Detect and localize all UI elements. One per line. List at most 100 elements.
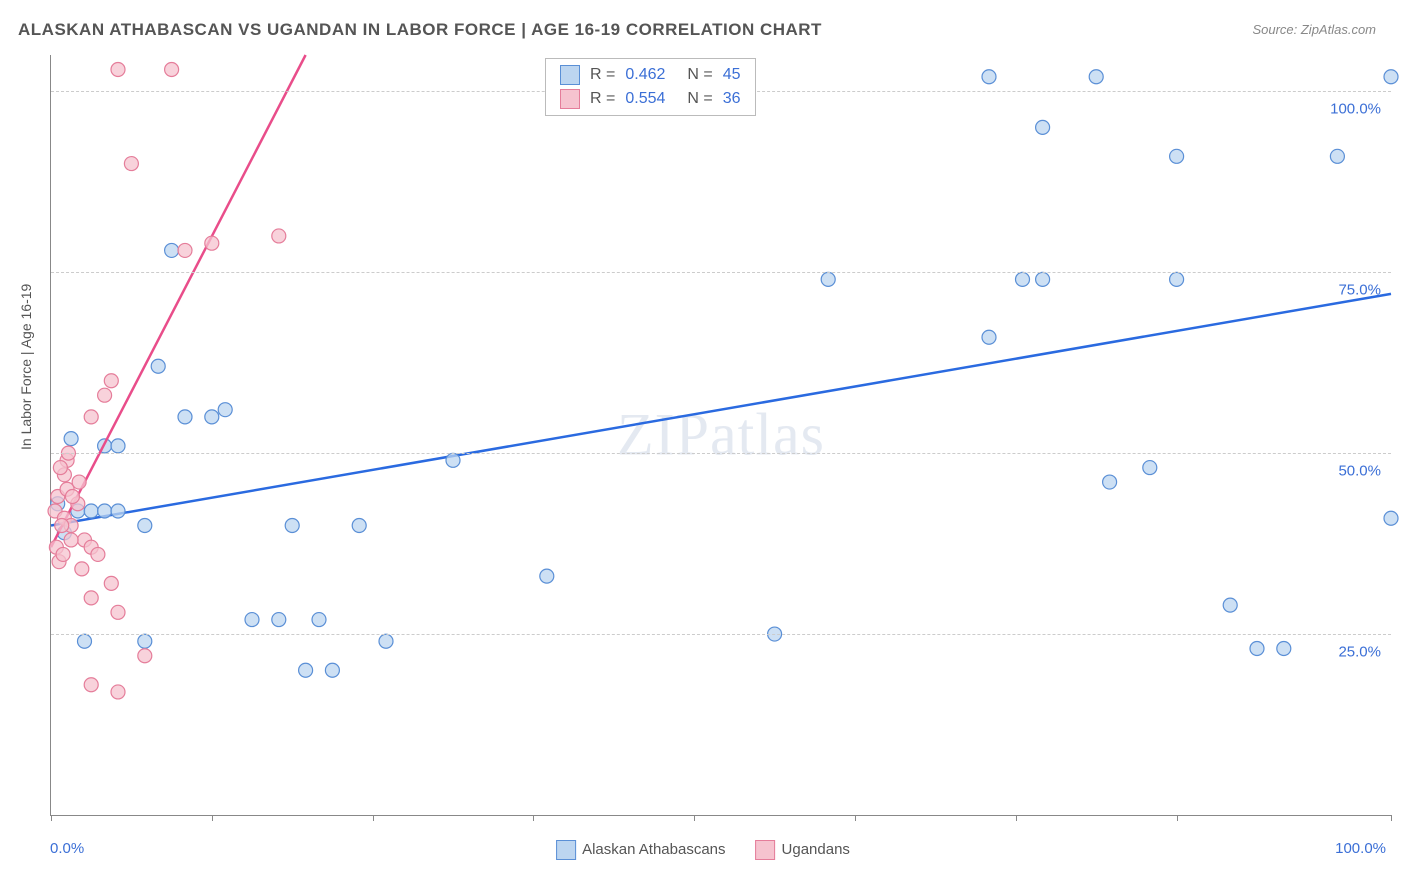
data-point: [540, 569, 554, 583]
data-point: [55, 518, 69, 532]
source-label: Source: ZipAtlas.com: [1252, 22, 1376, 37]
data-point: [1330, 149, 1344, 163]
data-point: [1384, 70, 1398, 84]
data-point: [138, 649, 152, 663]
data-point: [821, 272, 835, 286]
data-point: [111, 605, 125, 619]
data-point: [178, 410, 192, 424]
data-point: [64, 432, 78, 446]
x-tick: [51, 815, 52, 821]
data-point: [982, 330, 996, 344]
stats-row: R = 0.462 N = 45: [560, 63, 741, 87]
data-point: [1036, 272, 1050, 286]
data-point: [245, 613, 259, 627]
gridline: [51, 453, 1391, 454]
x-tick: [1177, 815, 1178, 821]
data-point: [111, 504, 125, 518]
data-point: [72, 475, 86, 489]
stats-swatch: [560, 65, 580, 85]
legend-label: Ugandans: [782, 841, 850, 858]
data-point: [84, 410, 98, 424]
x-tick: [694, 815, 695, 821]
data-point: [1170, 149, 1184, 163]
r-label: R =: [590, 90, 615, 108]
legend-label: Alaskan Athabascans: [582, 841, 725, 858]
r-label: R =: [590, 66, 615, 84]
data-point: [64, 533, 78, 547]
data-point: [98, 388, 112, 402]
data-point: [138, 634, 152, 648]
data-point: [299, 663, 313, 677]
data-point: [75, 562, 89, 576]
legend-swatch: [556, 840, 576, 860]
x-axis-min-label: 0.0%: [50, 840, 84, 857]
data-point: [285, 518, 299, 532]
data-point: [53, 461, 67, 475]
data-point: [1016, 272, 1030, 286]
data-point: [1089, 70, 1103, 84]
data-point: [1250, 642, 1264, 656]
data-point: [1143, 461, 1157, 475]
y-tick-label: 75.0%: [1338, 282, 1381, 299]
r-value: 0.462: [625, 66, 665, 84]
data-point: [165, 62, 179, 76]
data-point: [982, 70, 996, 84]
x-tick: [212, 815, 213, 821]
data-point: [1036, 120, 1050, 134]
data-point: [111, 62, 125, 76]
data-point: [312, 613, 326, 627]
data-point: [446, 453, 460, 467]
data-point: [84, 591, 98, 605]
trend-line: [51, 294, 1391, 526]
data-point: [1384, 511, 1398, 525]
n-value: 36: [723, 90, 741, 108]
legend-item: Ugandans: [756, 840, 850, 860]
data-point: [84, 678, 98, 692]
data-point: [165, 243, 179, 257]
data-point: [98, 504, 112, 518]
data-point: [111, 685, 125, 699]
data-point: [205, 410, 219, 424]
gridline: [51, 634, 1391, 635]
data-point: [84, 504, 98, 518]
y-axis-label: In Labor Force | Age 16-19: [18, 284, 34, 450]
data-point: [78, 634, 92, 648]
x-tick: [373, 815, 374, 821]
x-tick: [533, 815, 534, 821]
y-tick-label: 100.0%: [1330, 101, 1381, 118]
n-value: 45: [723, 66, 741, 84]
data-point: [205, 236, 219, 250]
data-point: [65, 490, 79, 504]
data-point: [111, 439, 125, 453]
data-point: [138, 518, 152, 532]
data-point: [124, 157, 138, 171]
data-point: [352, 518, 366, 532]
data-point: [56, 547, 70, 561]
data-point: [151, 359, 165, 373]
legend-swatch: [756, 840, 776, 860]
bottom-legend: Alaskan Athabascans Ugandans: [556, 840, 850, 860]
stats-row: R =0.554N =36: [560, 87, 741, 111]
data-point: [379, 634, 393, 648]
y-tick-label: 50.0%: [1338, 463, 1381, 480]
data-point: [1103, 475, 1117, 489]
data-point: [1170, 272, 1184, 286]
stats-swatch: [560, 89, 580, 109]
data-point: [178, 243, 192, 257]
x-tick: [1016, 815, 1017, 821]
chart-title: ALASKAN ATHABASCAN VS UGANDAN IN LABOR F…: [18, 20, 822, 40]
data-point: [272, 229, 286, 243]
data-point: [1223, 598, 1237, 612]
data-point: [104, 576, 118, 590]
data-point: [104, 374, 118, 388]
r-value: 0.554: [625, 90, 665, 108]
data-point: [1277, 642, 1291, 656]
n-label: N =: [687, 66, 712, 84]
legend-item: Alaskan Athabascans: [556, 840, 725, 860]
data-point: [91, 547, 105, 561]
x-axis-max-label: 100.0%: [1335, 840, 1386, 857]
x-tick: [855, 815, 856, 821]
chart-svg: [51, 55, 1391, 815]
y-tick-label: 25.0%: [1338, 644, 1381, 661]
stats-box: R =0.462N =45R =0.554N =36: [545, 58, 756, 116]
